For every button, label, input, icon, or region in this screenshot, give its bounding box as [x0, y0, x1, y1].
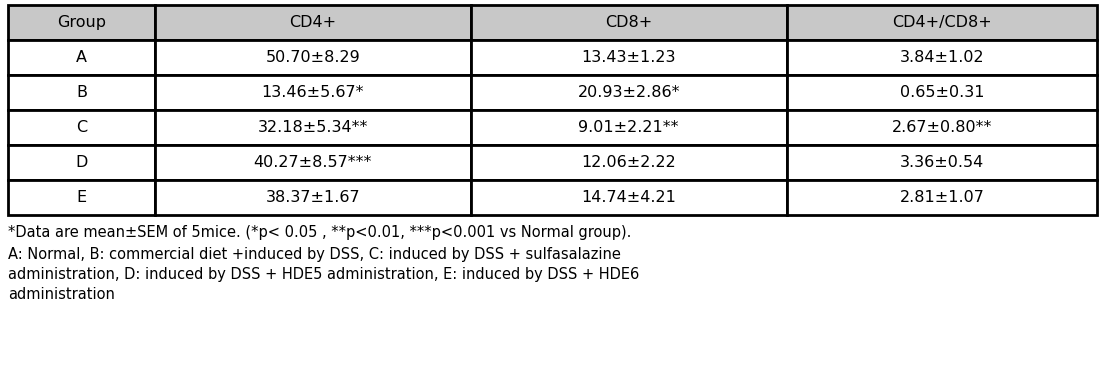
Text: 2.67±0.80**: 2.67±0.80**	[891, 120, 992, 135]
Bar	[8, 5, 155, 40]
Text: CD4+: CD4+	[289, 15, 337, 30]
Text: E: E	[76, 190, 86, 205]
Bar	[470, 75, 787, 110]
Text: 40.27±8.57***: 40.27±8.57***	[254, 155, 372, 170]
Text: 14.74±4.21: 14.74±4.21	[581, 190, 676, 205]
Text: C: C	[76, 120, 87, 135]
Bar	[8, 40, 155, 75]
Text: 12.06±2.22: 12.06±2.22	[581, 155, 676, 170]
Bar	[470, 145, 787, 180]
Text: 13.43±1.23: 13.43±1.23	[581, 50, 676, 65]
Bar	[155, 40, 470, 75]
Bar	[470, 110, 787, 145]
Bar	[470, 5, 787, 40]
Bar	[155, 145, 470, 180]
Text: D: D	[75, 155, 87, 170]
Text: CD4+/CD8+: CD4+/CD8+	[892, 15, 992, 30]
Bar	[155, 110, 470, 145]
Bar	[8, 145, 155, 180]
Text: 20.93±2.86*: 20.93±2.86*	[578, 85, 680, 100]
Bar	[787, 180, 1097, 215]
Bar	[787, 40, 1097, 75]
Bar	[787, 75, 1097, 110]
Text: Group: Group	[56, 15, 106, 30]
Text: 0.65±0.31: 0.65±0.31	[900, 85, 984, 100]
Bar	[155, 75, 470, 110]
Text: 3.36±0.54: 3.36±0.54	[900, 155, 984, 170]
Text: A: A	[76, 50, 87, 65]
Bar	[8, 110, 155, 145]
Bar	[155, 5, 470, 40]
Bar	[787, 5, 1097, 40]
Bar	[787, 145, 1097, 180]
Text: CD8+: CD8+	[606, 15, 652, 30]
Bar	[8, 75, 155, 110]
Bar	[470, 40, 787, 75]
Text: 32.18±5.34**: 32.18±5.34**	[258, 120, 369, 135]
Text: 9.01±2.21**: 9.01±2.21**	[579, 120, 679, 135]
Text: 50.70±8.29: 50.70±8.29	[266, 50, 360, 65]
Text: 13.46±5.67*: 13.46±5.67*	[261, 85, 364, 100]
Bar	[8, 180, 155, 215]
Bar	[155, 180, 470, 215]
Text: *Data are mean±SEM of 5mice. (*p< 0.05 , **p<0.01, ***p<0.001 vs Normal group).: *Data are mean±SEM of 5mice. (*p< 0.05 ,…	[8, 225, 631, 240]
Text: 2.81±1.07: 2.81±1.07	[899, 190, 984, 205]
Bar	[470, 180, 787, 215]
Text: 3.84±1.02: 3.84±1.02	[900, 50, 984, 65]
Text: 38.37±1.67: 38.37±1.67	[266, 190, 360, 205]
Text: B: B	[76, 85, 87, 100]
Text: A: Normal, B: commercial diet +induced by DSS, C: induced by DSS + sulfasalazine: A: Normal, B: commercial diet +induced b…	[8, 247, 639, 302]
Bar	[787, 110, 1097, 145]
